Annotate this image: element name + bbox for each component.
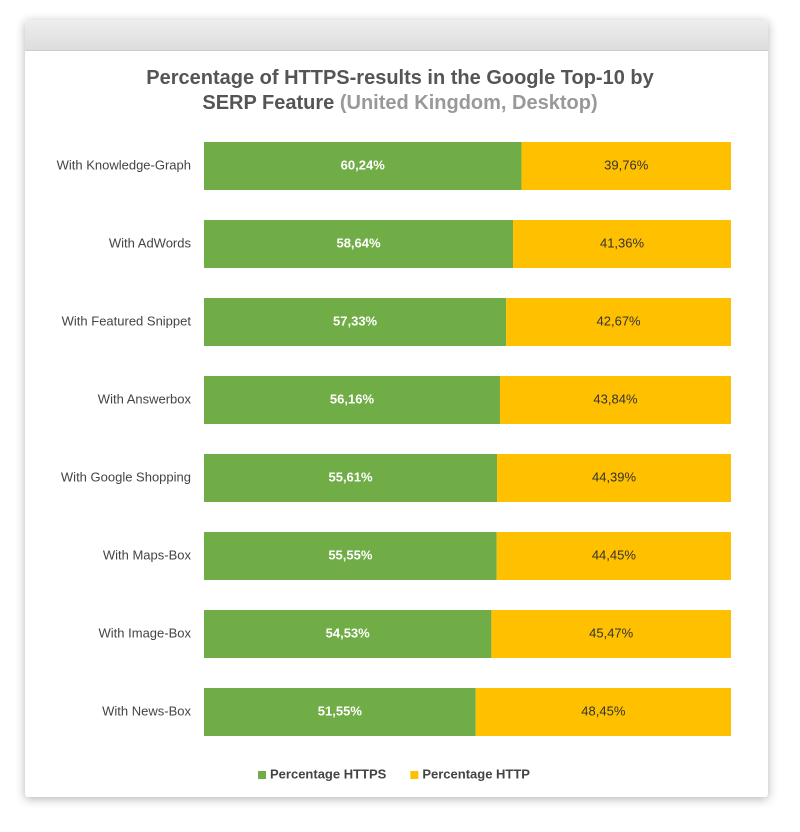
window-bar: [25, 20, 768, 51]
chart-subtitle: (United Kingdom, Desktop): [339, 92, 598, 114]
bar-segment: [204, 688, 476, 736]
value-label: 60,24%: [341, 157, 386, 172]
bar-segment: [475, 688, 731, 736]
y-tick-label: With Google Shopping: [61, 469, 191, 484]
y-tick-label: With AdWords: [109, 235, 192, 250]
legend-swatch: [410, 771, 419, 779]
value-label: 42,67%: [597, 313, 642, 328]
value-label: 55,55%: [328, 547, 373, 562]
title-wrap: Percentage of HTTPS-results in the Googl…: [140, 66, 660, 116]
bar-segment: [204, 298, 507, 346]
value-label: 58,64%: [336, 235, 381, 250]
bar-segment: [204, 610, 492, 658]
bar-segment: [513, 220, 731, 268]
bar-segment: [204, 376, 500, 424]
legend-swatch: [258, 771, 266, 779]
bar-segment: [204, 454, 498, 502]
bar-segment: [521, 142, 731, 190]
bar-segment: [506, 298, 731, 346]
value-label: 56,16%: [330, 391, 375, 406]
value-label: 41,36%: [600, 235, 645, 250]
value-label: 45,47%: [589, 625, 634, 640]
y-tick-label: With Featured Snippet: [62, 313, 192, 328]
legend-label: Percentage HTTP: [422, 766, 530, 781]
bar-segment: [499, 376, 731, 424]
legend-label: Percentage HTTPS: [270, 766, 387, 781]
value-label: 54,53%: [326, 625, 371, 640]
bar-segment: [204, 142, 522, 190]
value-label: 44,45%: [592, 547, 637, 562]
bar-segment: [496, 532, 731, 580]
value-label: 57,33%: [333, 313, 378, 328]
y-tick-label: With Maps-Box: [103, 547, 192, 562]
value-label: 55,61%: [328, 469, 373, 484]
y-tick-label: With Knowledge-Graph: [57, 157, 191, 172]
value-label: 51,55%: [318, 703, 363, 718]
bar-segment: [497, 454, 731, 502]
title-block: Percentage of HTTPS-results in the Googl…: [0, 66, 800, 116]
y-tick-label: With News-Box: [102, 703, 191, 718]
bar-segment: [204, 220, 514, 268]
chart-title: Percentage of HTTPS-results in the Googl…: [146, 67, 654, 114]
bar-segment: [204, 532, 497, 580]
y-tick-label: With Answerbox: [98, 391, 192, 406]
value-label: 43,84%: [593, 391, 638, 406]
bar-segment: [491, 610, 731, 658]
value-label: 44,39%: [592, 469, 637, 484]
value-label: 48,45%: [581, 703, 626, 718]
value-label: 39,76%: [604, 157, 649, 172]
y-tick-label: With Image-Box: [99, 625, 192, 640]
